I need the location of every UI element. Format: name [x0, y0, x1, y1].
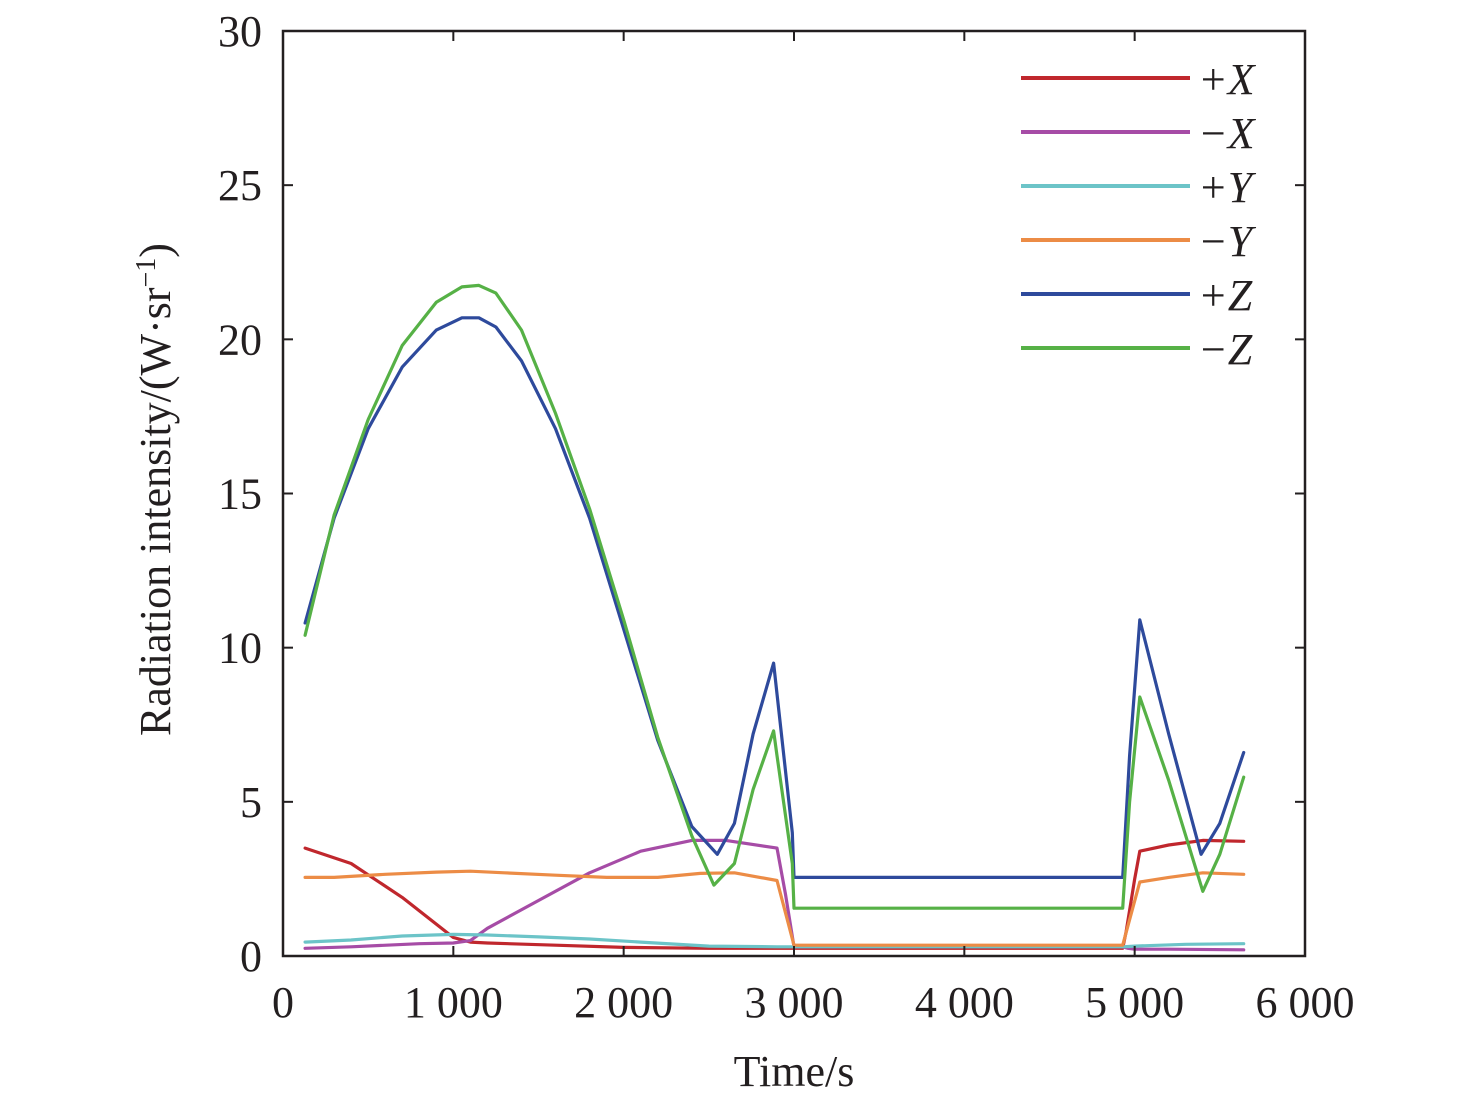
- y-tick-label: 0: [240, 932, 262, 981]
- series-line: [303, 869, 1246, 947]
- legend-label: −X: [1198, 109, 1257, 158]
- y-tick-label: 5: [240, 778, 262, 827]
- y-tick-label: 10: [218, 624, 262, 673]
- tick-marks: [282, 30, 1306, 957]
- legend-label: +X: [1198, 55, 1257, 104]
- x-tick-label: 5 000: [1085, 978, 1184, 1027]
- y-axis-title-main: Radiation intensity/(W·sr: [131, 287, 180, 736]
- x-tick-label: 2 000: [574, 978, 673, 1027]
- series-line: [303, 283, 1246, 910]
- x-axis-title: Time/s: [734, 1047, 855, 1096]
- y-tick-label: 15: [218, 470, 262, 519]
- y-axis-title-close: ): [131, 243, 180, 258]
- y-axis-title-superscript: −1: [131, 258, 162, 288]
- series-layer: [303, 283, 1246, 952]
- y-tick-label: 25: [218, 161, 262, 210]
- legend-label: +Y: [1198, 163, 1257, 212]
- x-tick-labels: 0 1 000 2 000 3 000 4 000 5 000 6 000: [272, 978, 1355, 1027]
- legend-label: −Y: [1198, 217, 1257, 266]
- series-line: [303, 932, 1246, 949]
- legend-label: −Z: [1198, 325, 1253, 374]
- x-tick-label: 4 000: [915, 978, 1014, 1027]
- x-tick-label: 6 000: [1256, 978, 1355, 1027]
- x-tick-label: 3 000: [745, 978, 844, 1027]
- legend-label: +Z: [1198, 271, 1253, 320]
- x-tick-label: 1 000: [404, 978, 503, 1027]
- y-tick-labels: 0 5 10 15 20 25 30: [218, 7, 262, 981]
- y-axis-title: Radiation intensity/(W·sr−1): [131, 243, 181, 736]
- x-tick-label: 0: [272, 978, 294, 1027]
- legend: +X −X +Y −Y +Z −Z: [1021, 55, 1257, 374]
- y-tick-label: 20: [218, 315, 262, 364]
- y-tick-label: 30: [218, 7, 262, 56]
- series-line: [303, 316, 1246, 880]
